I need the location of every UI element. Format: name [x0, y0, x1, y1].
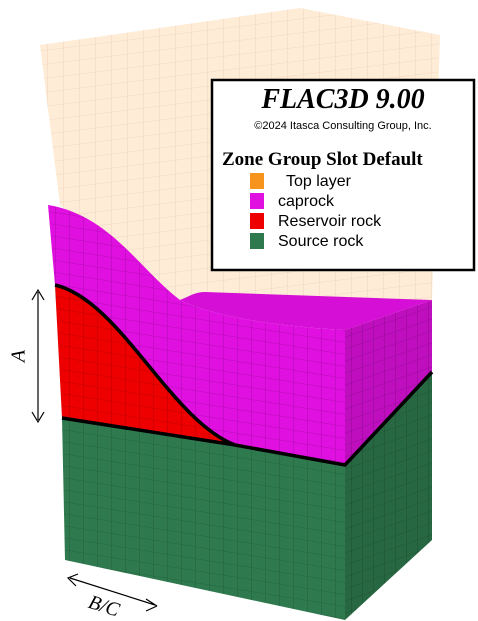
dimension-label: B/C — [86, 591, 123, 621]
legend: FLAC3D 9.00 ©2024 Itasca Consulting Grou… — [212, 80, 474, 270]
legend-copyright: ©2024 Itasca Consulting Group, Inc. — [254, 120, 431, 132]
legend-title: FLAC3D 9.00 — [260, 84, 424, 115]
legend-heading: Zone Group Slot Default — [222, 149, 423, 170]
legend-label: caprock — [278, 193, 335, 210]
legend-label: Reservoir rock — [278, 213, 382, 230]
legend-swatch — [250, 173, 264, 189]
model-view: A B/C FLAC3D 9.00 ©2024 Itasca Consultin… — [0, 0, 478, 621]
legend-swatch — [250, 233, 264, 249]
legend-label: Top layer — [286, 173, 352, 190]
dimension-label: A — [8, 349, 30, 364]
legend-swatch — [250, 193, 264, 209]
legend-label: Source rock — [278, 233, 364, 250]
legend-swatch — [250, 213, 264, 229]
